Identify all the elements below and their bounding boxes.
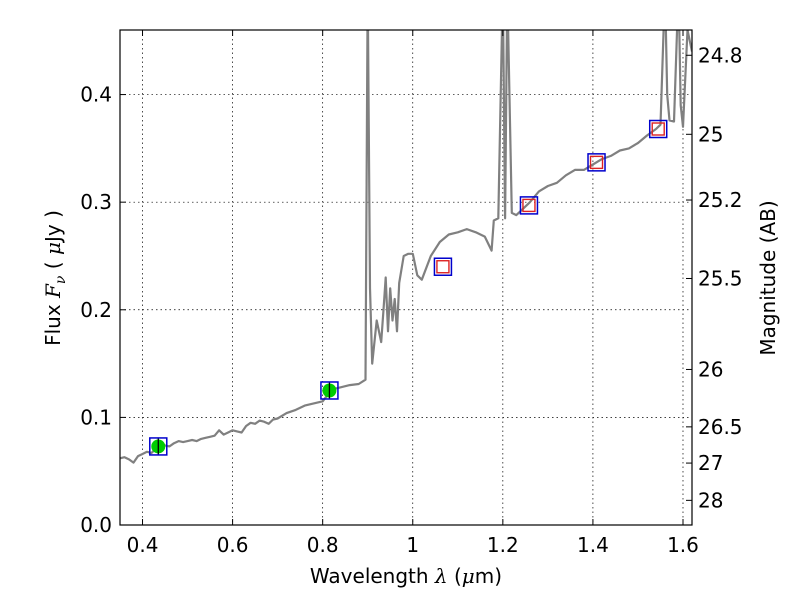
plot-frame (119, 29, 693, 526)
y-axis: 0.0 0.1 0.2 0.3 0.4 (80, 83, 126, 537)
data-point (519, 196, 539, 215)
x-tick-label: 0.4 (127, 533, 159, 557)
x-tick-label: 1.4 (577, 533, 609, 557)
model-point-marker (436, 260, 450, 274)
x-axis-title: Wavelength λ (μm) (310, 564, 502, 588)
x-tick-label: 1.6 (667, 533, 699, 557)
data-point (433, 257, 453, 276)
mag-tick-label: 25.5 (698, 266, 743, 290)
photometry-box (648, 119, 668, 139)
y-axis-title: Flux Fν ( μJy ) (41, 210, 69, 346)
x-tick-label: 0.6 (217, 533, 249, 557)
mag-tick-label: 25 (698, 122, 723, 146)
y-tick-label: 0.0 (80, 513, 112, 537)
photometry-box (320, 381, 339, 400)
x-axis: 0.4 0.6 0.8 1 1.2 1.4 1.6 (127, 30, 699, 557)
photometry-box (149, 437, 168, 456)
mag-tick-label: 28 (698, 488, 723, 512)
model-point-marker (522, 198, 536, 213)
data-point (320, 381, 339, 400)
y-tick-label: 0.2 (80, 298, 112, 322)
data-point (149, 437, 168, 456)
model-point-marker (589, 155, 604, 170)
y-tick-label: 0.4 (80, 83, 112, 107)
y-tick-label: 0.3 (80, 190, 112, 214)
x-tick-label: 1.2 (487, 533, 519, 557)
data-point (587, 153, 606, 172)
y-tick-label: 0.1 (80, 405, 112, 429)
mag-tick-label: 26.5 (698, 415, 743, 439)
mag-tick-label: 24.8 (698, 43, 743, 67)
data-point (648, 119, 668, 139)
photometry-box (519, 196, 539, 215)
x-tick-label: 1 (406, 533, 419, 557)
y2-axis: 24.8 25 25.2 25.5 26 26.5 27 28 (686, 43, 743, 512)
points-group (149, 119, 668, 456)
x-tick-label: 0.8 (307, 533, 339, 557)
photometry-box (587, 153, 606, 172)
mag-tick-label: 25.2 (698, 188, 743, 212)
model-point-marker (651, 122, 665, 136)
mag-tick-label: 27 (698, 451, 723, 475)
plot-area (120, 30, 692, 525)
y2-axis-title: Magnitude (AB) (756, 200, 780, 355)
photometry-box (433, 257, 453, 276)
mag-tick-label: 26 (698, 357, 723, 381)
